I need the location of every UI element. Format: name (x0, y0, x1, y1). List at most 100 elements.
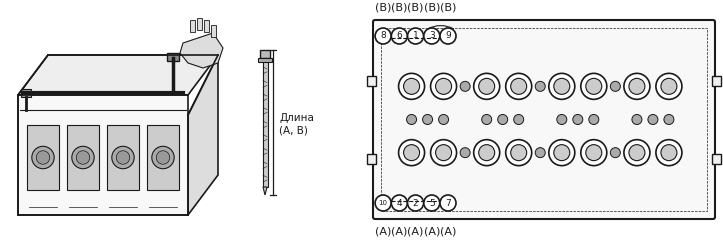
Circle shape (424, 195, 440, 211)
Text: 9: 9 (445, 31, 451, 41)
Circle shape (629, 78, 645, 94)
Bar (712, 76, 721, 86)
FancyBboxPatch shape (373, 20, 715, 219)
Polygon shape (18, 95, 188, 215)
Circle shape (664, 114, 674, 124)
Bar (211, 25, 216, 37)
Circle shape (36, 151, 50, 164)
Bar (107, 125, 139, 190)
Circle shape (439, 114, 448, 124)
Circle shape (586, 78, 602, 94)
Bar (263, 62, 268, 187)
Circle shape (648, 114, 658, 124)
Text: (A): (A) (407, 226, 424, 236)
Text: (А, В): (А, В) (279, 125, 308, 136)
Circle shape (77, 151, 90, 164)
Circle shape (549, 73, 575, 99)
Circle shape (403, 78, 419, 94)
Circle shape (479, 78, 495, 94)
Circle shape (554, 78, 570, 94)
Circle shape (112, 146, 134, 169)
Circle shape (460, 81, 470, 91)
Circle shape (431, 73, 457, 99)
Circle shape (581, 73, 607, 99)
Bar (190, 20, 195, 32)
Text: 7: 7 (445, 199, 451, 207)
Circle shape (610, 148, 620, 158)
Circle shape (474, 73, 500, 99)
Text: 2: 2 (413, 199, 419, 207)
Circle shape (629, 145, 645, 161)
Bar (367, 154, 376, 164)
Circle shape (398, 73, 424, 99)
Circle shape (72, 146, 94, 169)
Circle shape (408, 28, 424, 44)
Text: (B): (B) (375, 3, 391, 13)
Circle shape (656, 73, 682, 99)
Bar (167, 53, 179, 61)
Circle shape (510, 78, 526, 94)
Text: 8: 8 (380, 31, 386, 41)
Circle shape (505, 140, 531, 166)
Circle shape (497, 114, 508, 124)
Bar (712, 154, 721, 164)
Bar (21, 89, 31, 97)
Circle shape (661, 145, 677, 161)
Text: 1: 1 (413, 31, 419, 41)
Circle shape (424, 28, 440, 44)
Text: Длина: Длина (279, 112, 314, 123)
Circle shape (535, 81, 545, 91)
Text: 6: 6 (396, 31, 402, 41)
Text: 3: 3 (429, 31, 435, 41)
Bar (204, 20, 209, 32)
Polygon shape (188, 55, 218, 215)
Text: 5: 5 (429, 199, 435, 207)
Text: 4: 4 (396, 199, 402, 207)
Bar (197, 18, 202, 30)
Text: (A): (A) (440, 226, 456, 236)
Circle shape (398, 140, 424, 166)
Circle shape (422, 114, 432, 124)
Circle shape (156, 151, 170, 164)
Bar (367, 76, 376, 86)
Circle shape (610, 81, 620, 91)
Text: (B): (B) (440, 3, 456, 13)
Circle shape (581, 140, 607, 166)
Circle shape (435, 78, 452, 94)
Circle shape (391, 28, 407, 44)
Circle shape (573, 114, 583, 124)
Polygon shape (180, 33, 223, 68)
Bar (260, 50, 270, 58)
Polygon shape (263, 187, 267, 195)
Circle shape (152, 146, 174, 169)
Bar (258, 58, 272, 62)
Text: (B): (B) (391, 3, 408, 13)
Circle shape (505, 73, 531, 99)
Circle shape (440, 28, 456, 44)
Circle shape (661, 78, 677, 94)
Circle shape (375, 28, 391, 44)
Bar (27, 125, 59, 190)
Text: 10: 10 (379, 200, 388, 206)
Circle shape (435, 145, 452, 161)
Polygon shape (18, 55, 218, 95)
Circle shape (474, 140, 500, 166)
Circle shape (632, 114, 642, 124)
Bar (147, 125, 179, 190)
Circle shape (403, 145, 419, 161)
Circle shape (482, 114, 492, 124)
Circle shape (391, 195, 407, 211)
Circle shape (624, 73, 650, 99)
Circle shape (440, 195, 456, 211)
Circle shape (557, 114, 567, 124)
Circle shape (535, 148, 545, 158)
Text: (B): (B) (407, 3, 424, 13)
Circle shape (116, 151, 129, 164)
Circle shape (406, 114, 416, 124)
Text: (A): (A) (375, 226, 391, 236)
Circle shape (510, 145, 526, 161)
Circle shape (624, 140, 650, 166)
Circle shape (32, 146, 54, 169)
Circle shape (408, 195, 424, 211)
Circle shape (479, 145, 495, 161)
